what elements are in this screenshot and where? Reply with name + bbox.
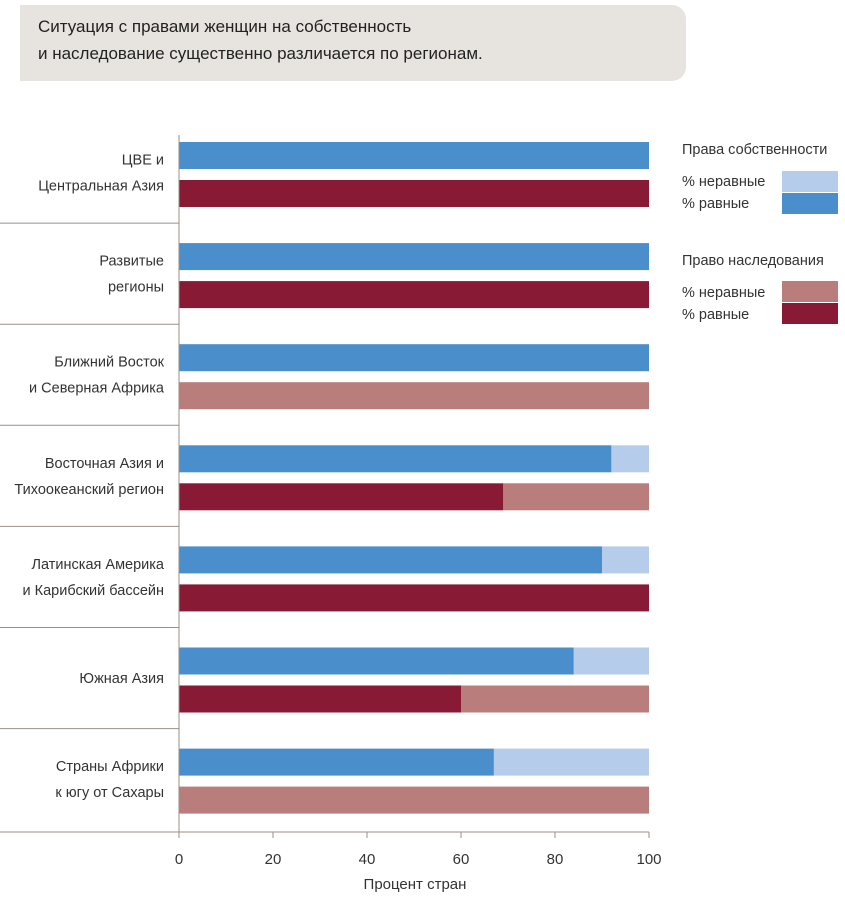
legend-property-equal-label: % равные <box>682 196 749 212</box>
category-label-0-0: ЦВЕ и <box>122 153 164 169</box>
category-label-3-0: Восточная Азия и <box>45 456 164 472</box>
bar-property-unequal-6 <box>493 748 649 776</box>
bars-layer <box>179 142 649 814</box>
bar-inheritance-unequal-3 <box>503 483 649 511</box>
category-label-4-0: Латинская Америка <box>32 557 165 573</box>
bar-property-equal-6 <box>179 748 494 776</box>
category-label-1-1: регионы <box>108 280 164 296</box>
chart-title-box: Ситуация с правами женщин на собственнос… <box>20 5 686 81</box>
x-tick-label-3: 60 <box>453 851 470 868</box>
legend-property-equal-swatch <box>782 193 838 214</box>
legend-inheritance-title: Право наследования <box>682 253 824 269</box>
category-label-1-0: Развитые <box>99 254 164 270</box>
legend-property-unequal-label: % неравные <box>682 174 765 190</box>
bar-inheritance-equal-4 <box>179 584 649 612</box>
legend-inheritance-equal-label: % равные <box>682 307 749 323</box>
category-label-6-1: к югу от Сахары <box>55 785 164 801</box>
bar-inheritance-equal-1 <box>179 281 649 309</box>
category-label-4-1: и Карибский бассейн <box>23 583 164 599</box>
legend-property-title: Права собственности <box>682 142 827 158</box>
chart-title-line-2: и наследование существенно различается п… <box>38 44 483 63</box>
legend-inheritance-equal-swatch <box>782 303 838 324</box>
bar-inheritance-equal-0 <box>179 180 649 207</box>
bar-inheritance-unequal-6 <box>179 786 649 814</box>
axis-layer: 0 20 40 60 80 100 <box>0 135 662 868</box>
x-tick-label-0: 0 <box>175 851 183 868</box>
bar-inheritance-equal-3 <box>179 483 504 511</box>
x-tick-label-1: 20 <box>265 851 282 868</box>
bar-property-equal-0 <box>179 142 649 169</box>
bar-property-equal-1 <box>179 243 649 271</box>
x-tick-label-5: 100 <box>636 851 661 868</box>
legend-inheritance-unequal-label: % неравные <box>682 285 765 301</box>
category-label-5-0: Южная Азия <box>79 671 164 687</box>
x-tick-label-2: 40 <box>359 851 376 868</box>
category-label-2-1: и Северная Африка <box>29 381 165 397</box>
legend: Права собственности % неравные % равные … <box>682 142 838 324</box>
category-label-6-0: Страны Африки <box>56 759 164 775</box>
bar-property-equal-3 <box>179 445 612 473</box>
legend-inheritance-unequal-swatch <box>782 281 838 302</box>
bar-property-equal-4 <box>179 546 602 574</box>
x-tick-label-4: 80 <box>547 851 564 868</box>
bar-property-unequal-4 <box>602 546 649 574</box>
category-labels-layer: ЦВЕ и Центральная Азия Развитые регионы Ближ… <box>0 153 179 801</box>
bar-property-unequal-3 <box>611 445 649 473</box>
category-label-0-1: Центральная Азия <box>38 179 164 195</box>
bar-property-equal-5 <box>179 647 574 675</box>
bar-inheritance-unequal-5 <box>461 685 649 713</box>
category-label-3-1: Тихоокеанский регион <box>14 482 164 498</box>
legend-property-unequal-swatch <box>782 171 838 192</box>
x-axis-title: Процент стран <box>364 876 467 893</box>
category-label-2-0: Ближний Восток <box>54 355 164 371</box>
chart-title-line-1: Ситуация с правами женщин на собственнос… <box>38 17 412 36</box>
bar-property-equal-2 <box>179 344 649 372</box>
bar-property-unequal-5 <box>573 647 649 675</box>
bar-inheritance-equal-5 <box>179 685 461 713</box>
bar-inheritance-unequal-2 <box>179 382 649 410</box>
